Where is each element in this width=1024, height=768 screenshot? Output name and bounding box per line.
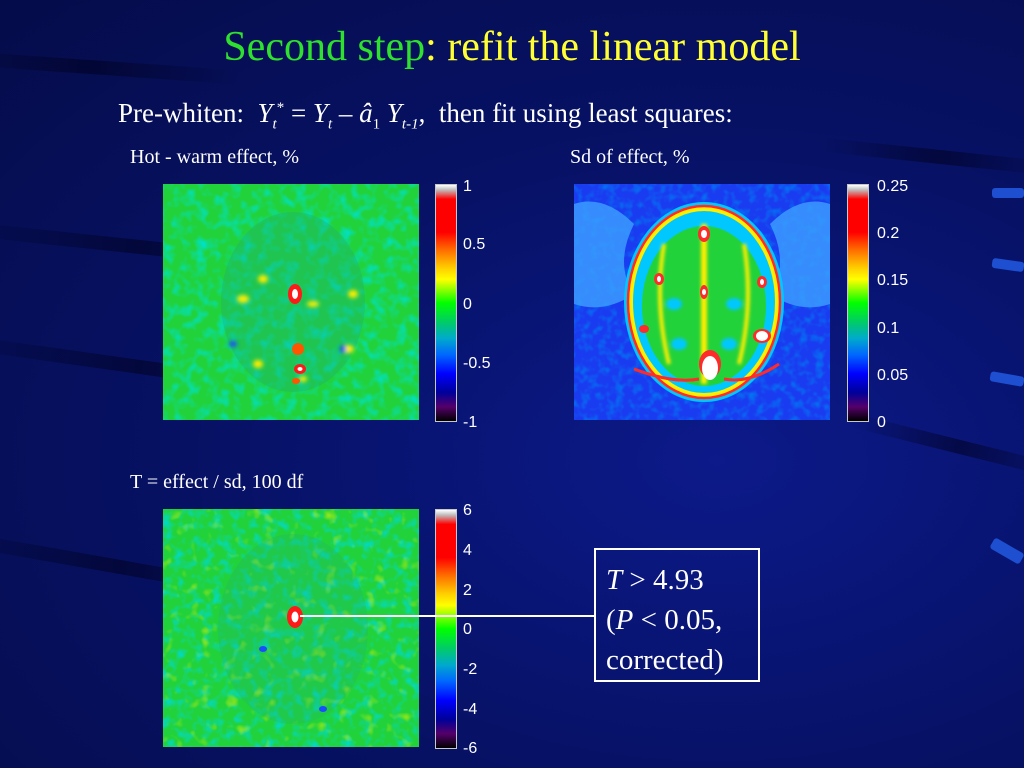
effect-caption: Hot - warm effect, % xyxy=(130,146,300,168)
slide-title: Second step: refit the linear model xyxy=(0,22,1024,72)
tstat-tick: 6 xyxy=(463,502,472,519)
tstat-map-image xyxy=(163,509,419,747)
effect-tick: 0.5 xyxy=(463,236,486,253)
edge-dash xyxy=(992,188,1024,198)
effect-tick: -0.5 xyxy=(463,355,491,372)
sd-tick: 0.15 xyxy=(877,272,909,289)
callout-pvalue: < 0.05, xyxy=(633,604,723,636)
threshold-callout: T > 4.93 (P < 0.05, corrected) xyxy=(594,548,760,682)
eq-t-minus-1: t-1 xyxy=(401,116,419,133)
eq-t: t xyxy=(272,116,277,133)
sd-tick: 0.05 xyxy=(877,367,909,384)
tstat-tick: 2 xyxy=(463,582,472,599)
effect-tick: 1 xyxy=(463,178,472,195)
sd-tick: 0 xyxy=(877,414,886,431)
effect-map-image xyxy=(163,184,419,420)
callout-line-3: corrected) xyxy=(606,644,724,676)
edge-dash xyxy=(991,257,1024,273)
eq-minus: – xyxy=(332,98,360,128)
title-part-1: Second step xyxy=(223,24,426,70)
eq-y2: Y xyxy=(312,98,328,128)
callout-line-2: (P < 0.05, xyxy=(606,600,750,640)
title-part-2: : refit the linear model xyxy=(425,24,801,70)
callout-leader-line xyxy=(300,615,594,617)
tstat-tick: -6 xyxy=(463,740,478,757)
edge-dash xyxy=(989,371,1024,387)
tstat-tick: 0 xyxy=(463,621,472,638)
callout-t: T xyxy=(606,564,623,596)
effect-tick: -1 xyxy=(463,414,478,431)
callout-line-1: T > 4.93 xyxy=(606,560,750,600)
eq-y: Y xyxy=(257,98,273,128)
tstat-colorbar xyxy=(435,509,457,749)
eq-y3: Y xyxy=(380,98,402,128)
effect-colorbar xyxy=(435,184,457,422)
eq-a-hat: â xyxy=(359,98,373,128)
eq-star: * xyxy=(276,100,285,116)
background-streak xyxy=(819,137,1024,177)
sd-tick: 0.1 xyxy=(877,320,900,337)
equation-prefix: Pre-whiten: xyxy=(118,98,258,128)
equation-suffix: , then fit using least squares: xyxy=(418,98,733,128)
tstat-caption: T = effect / sd, 100 df xyxy=(130,471,304,493)
callout-open-paren: ( xyxy=(606,604,616,636)
sd-tick: 0.2 xyxy=(877,225,900,242)
eq-one: 1 xyxy=(372,116,381,133)
edge-dash xyxy=(989,537,1024,565)
tstat-tick: 4 xyxy=(463,542,472,559)
sd-colorbar xyxy=(847,184,869,422)
sd-caption: Sd of effect, % xyxy=(570,146,690,168)
sd-tick: 0.25 xyxy=(877,178,909,195)
effect-tick: 0 xyxy=(463,296,472,313)
sd-map-image xyxy=(574,184,830,420)
tstat-tick: -2 xyxy=(463,661,478,678)
eq-equals: = xyxy=(284,98,313,128)
callout-threshold: > 4.93 xyxy=(622,564,704,596)
callout-p: P xyxy=(615,604,634,636)
prewhiten-equation: Pre-whiten: Yt* = Yt – â1 Yt-1, then fit… xyxy=(118,90,733,142)
tstat-tick: -4 xyxy=(463,701,478,718)
eq-t2: t xyxy=(327,116,333,133)
